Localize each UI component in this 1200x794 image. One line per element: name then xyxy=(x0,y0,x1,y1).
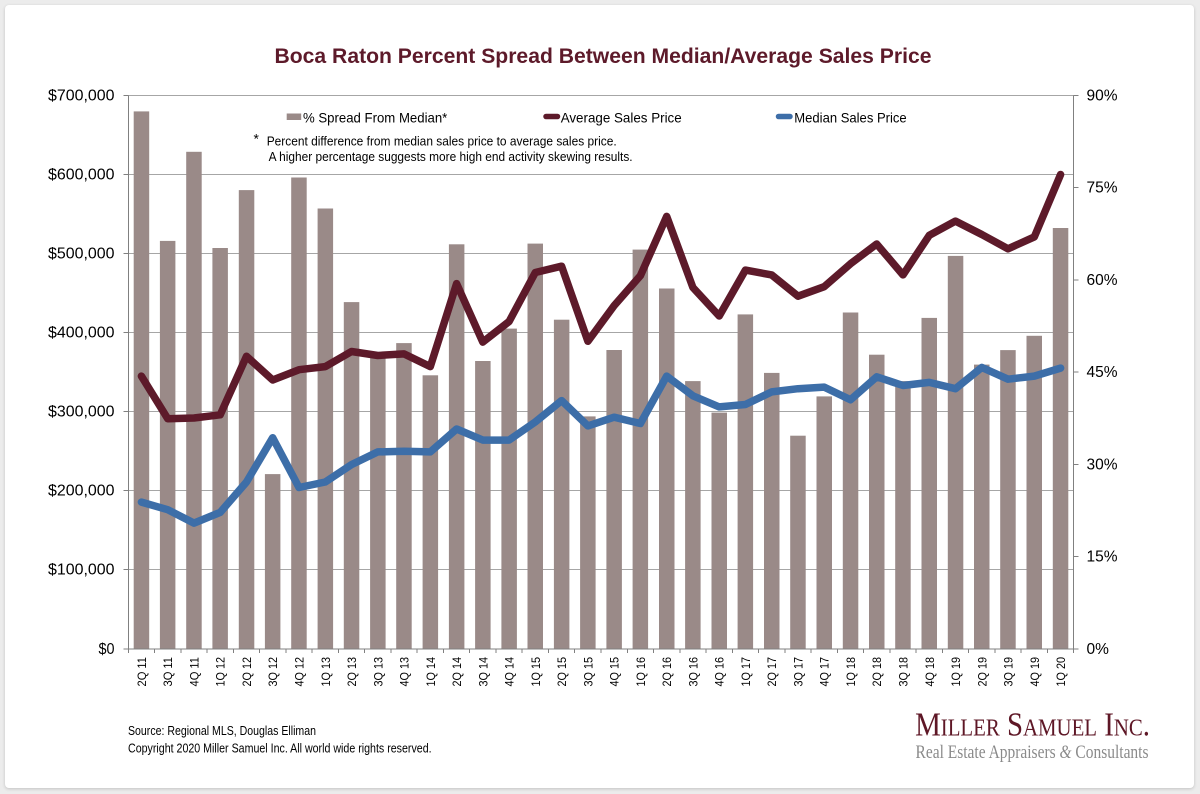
svg-text:2Q 17: 2Q 17 xyxy=(765,657,779,687)
svg-text:Copyright 2020 Miller Samuel I: Copyright 2020 Miller Samuel Inc. All wo… xyxy=(128,741,432,756)
svg-text:90%: 90% xyxy=(1087,87,1118,104)
svg-text:3Q 18: 3Q 18 xyxy=(897,657,911,687)
svg-text:4Q 14: 4Q 14 xyxy=(503,657,517,687)
svg-text:Average Sales Price: Average Sales Price xyxy=(561,110,682,126)
svg-text:3Q 15: 3Q 15 xyxy=(581,657,595,687)
svg-text:$400,000: $400,000 xyxy=(48,325,115,342)
svg-text:1Q 19: 1Q 19 xyxy=(949,657,963,687)
svg-text:$200,000: $200,000 xyxy=(48,483,115,500)
svg-text:2Q 18: 2Q 18 xyxy=(870,657,884,687)
svg-text:2Q 12: 2Q 12 xyxy=(240,657,254,687)
svg-text:2Q 16: 2Q 16 xyxy=(660,657,674,687)
svg-text:4Q 19: 4Q 19 xyxy=(1028,657,1042,687)
svg-text:1Q 15: 1Q 15 xyxy=(529,657,543,687)
svg-text:3Q 14: 3Q 14 xyxy=(476,657,490,687)
svg-text:2Q 13: 2Q 13 xyxy=(345,657,359,687)
svg-text:0%: 0% xyxy=(1087,641,1110,658)
svg-text:$700,000: $700,000 xyxy=(48,87,115,104)
svg-text:$100,000: $100,000 xyxy=(48,562,115,579)
svg-text:75%: 75% xyxy=(1087,180,1118,197)
svg-text:$500,000: $500,000 xyxy=(48,246,115,263)
svg-text:Boca Raton Percent Spread Betw: Boca Raton Percent Spread Between Median… xyxy=(275,45,932,68)
svg-text:3Q 11: 3Q 11 xyxy=(161,657,175,687)
svg-text:% Spread From Median*: % Spread From Median* xyxy=(303,110,448,126)
svg-text:3Q 13: 3Q 13 xyxy=(371,657,385,687)
svg-text:Source: Regional MLS, Douglas: Source: Regional MLS, Douglas Elliman xyxy=(128,723,316,738)
svg-text:Real Estate Appraisers & Consu: Real Estate Appraisers & Consultants xyxy=(916,742,1149,763)
svg-text:$600,000: $600,000 xyxy=(48,167,115,184)
svg-text:4Q 11: 4Q 11 xyxy=(188,657,202,687)
svg-text:3Q 16: 3Q 16 xyxy=(686,657,700,687)
svg-text:4Q 15: 4Q 15 xyxy=(608,657,622,687)
svg-text:2Q 15: 2Q 15 xyxy=(555,657,569,687)
svg-text:A higher percentage suggests m: A higher percentage suggests more high e… xyxy=(269,149,633,164)
svg-text:4Q 17: 4Q 17 xyxy=(818,657,832,687)
svg-text:30%: 30% xyxy=(1087,456,1118,473)
svg-text:*: * xyxy=(254,131,260,147)
svg-text:3Q 12: 3Q 12 xyxy=(266,657,280,687)
svg-text:2Q 19: 2Q 19 xyxy=(975,657,989,687)
svg-text:Median Sales Price: Median Sales Price xyxy=(794,110,907,126)
svg-text:2Q 14: 2Q 14 xyxy=(450,657,464,687)
svg-text:4Q 16: 4Q 16 xyxy=(713,657,727,687)
svg-text:1Q 12: 1Q 12 xyxy=(214,657,228,687)
svg-text:1Q 16: 1Q 16 xyxy=(634,657,648,687)
svg-text:15%: 15% xyxy=(1087,549,1118,566)
svg-text:3Q 19: 3Q 19 xyxy=(1002,657,1016,687)
svg-text:60%: 60% xyxy=(1087,272,1118,289)
svg-text:4Q 12: 4Q 12 xyxy=(293,657,307,687)
svg-text:MILLER SAMUEL INC.: MILLER SAMUEL INC. xyxy=(915,705,1150,743)
svg-text:1Q 20: 1Q 20 xyxy=(1054,657,1068,687)
svg-text:$300,000: $300,000 xyxy=(48,404,115,421)
svg-text:1Q 14: 1Q 14 xyxy=(424,657,438,687)
svg-text:$0: $0 xyxy=(99,641,115,658)
svg-text:Percent difference from median: Percent difference from median sales pri… xyxy=(267,133,617,148)
svg-text:3Q 17: 3Q 17 xyxy=(792,657,806,687)
svg-text:1Q 18: 1Q 18 xyxy=(844,657,858,687)
svg-text:1Q 13: 1Q 13 xyxy=(319,657,333,687)
svg-text:45%: 45% xyxy=(1087,364,1118,381)
svg-text:1Q 17: 1Q 17 xyxy=(739,657,753,687)
svg-text:2Q 11: 2Q 11 xyxy=(135,657,149,687)
svg-text:4Q 13: 4Q 13 xyxy=(398,657,412,687)
svg-text:4Q 18: 4Q 18 xyxy=(923,657,937,687)
